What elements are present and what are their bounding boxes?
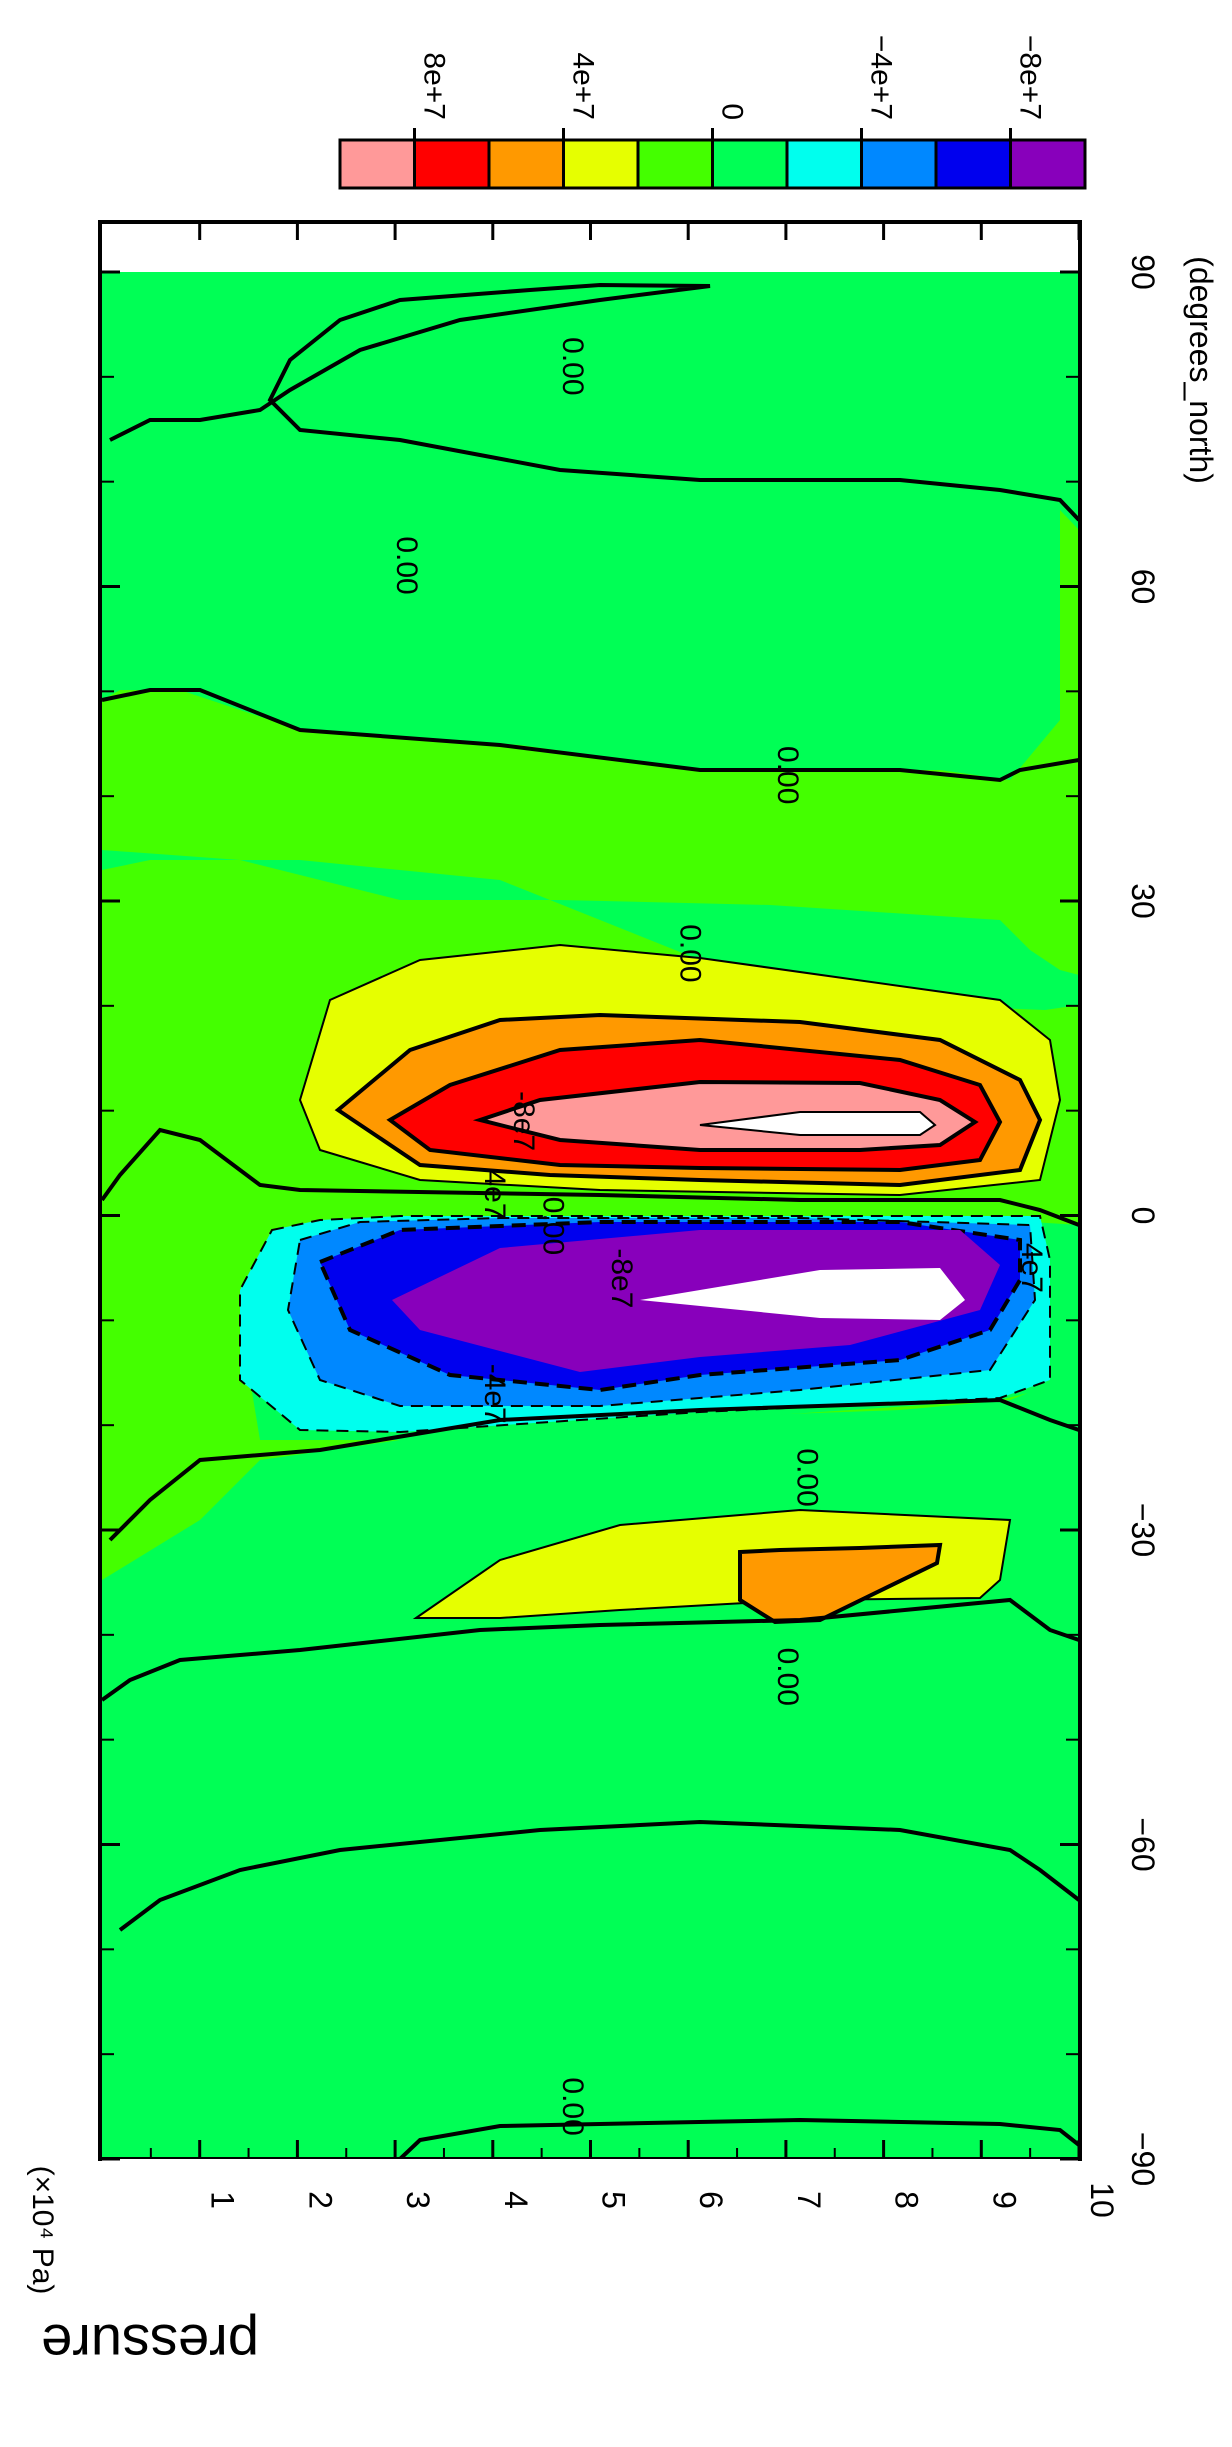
colorbar-label: 8e+7 xyxy=(418,52,451,120)
x-tick-label: 3 xyxy=(400,2191,436,2209)
x-tick-label: 6 xyxy=(693,2191,729,2209)
colorbar-swatch xyxy=(562,138,640,190)
colorbar-swatch xyxy=(711,138,789,190)
x-tick-label: 2 xyxy=(302,2191,338,2209)
colorbar-swatch xyxy=(785,138,863,190)
y-tick-label: 0 xyxy=(1125,1207,1161,1225)
x-axis-title: pressure xyxy=(41,2313,259,2376)
zero-line-south2 xyxy=(100,1597,1080,1702)
contour-label: 4e7 xyxy=(478,1170,511,1220)
colorbar-swatch xyxy=(934,138,1012,190)
zero-line-south3 xyxy=(118,1819,1081,1932)
cell-south-core xyxy=(640,1268,965,1320)
y-tick-label: −60 xyxy=(1125,1817,1161,1871)
colorbar-label: 0 xyxy=(716,103,749,120)
colorbar xyxy=(338,138,1087,190)
x-tick-label: 10 xyxy=(1084,2182,1120,2218)
contour-label: 0.00 xyxy=(536,1197,569,1255)
zero-contour-lines xyxy=(100,282,1081,2161)
y-tick-label: 60 xyxy=(1125,569,1161,605)
south-subtropic-cell xyxy=(412,1508,1012,1625)
colorbar-label: −8e+7 xyxy=(1014,35,1047,120)
south-subtropic-orange xyxy=(738,1542,943,1625)
x-tick-label: 9 xyxy=(986,2191,1022,2209)
latitude-axis-ticks: −90 −60 −30 0 30 60 90 xyxy=(102,254,1161,2186)
colorbar-swatch xyxy=(1009,138,1087,190)
contour-label: -8e7 xyxy=(507,1091,540,1151)
x-axis-unit: (×10⁴ Pa) xyxy=(26,2166,59,2295)
contour-label: 0.00 xyxy=(771,746,804,804)
zero-line-southpole xyxy=(398,2117,1081,2161)
y-axis-title: (degrees_north) xyxy=(1183,256,1219,484)
zero-line-north xyxy=(109,282,1081,522)
colorbar-label: 4e+7 xyxy=(567,52,600,120)
colorbar-swatch xyxy=(338,138,416,190)
colorbar-label: −4e+7 xyxy=(865,35,898,120)
colorbar-swatch xyxy=(413,138,491,190)
region-southhemi-negzero xyxy=(102,1640,1079,2159)
y-tick-label: −90 xyxy=(1125,2132,1161,2186)
zero-line-south1 xyxy=(108,1397,1080,1542)
contour-label: -8e7 xyxy=(605,1248,638,1308)
contour-label: -4e7 xyxy=(478,1364,511,1424)
region-midnorth-negzero xyxy=(102,850,1079,1010)
contour-label: 0.00 xyxy=(673,924,706,982)
contour-labels: 0.00 0.00 0.00 0.00 -8e7 4e7 0.00 -8e7 4e7 -4e7 0.… xyxy=(390,337,1048,2136)
region-north-negzero xyxy=(102,272,1079,780)
x-tick-label: 4 xyxy=(498,2191,534,2209)
x-tick-label: 5 xyxy=(596,2191,632,2209)
contour-label: 0.00 xyxy=(556,337,589,395)
y-tick-label: 30 xyxy=(1125,883,1161,919)
southern-cell xyxy=(239,1215,1051,1434)
contour-label: 4e7 xyxy=(1015,1243,1048,1293)
colorbar-swatch xyxy=(636,138,714,190)
cell-north-core xyxy=(699,1111,937,1136)
x-tick-label: 7 xyxy=(791,2191,827,2209)
northern-cell xyxy=(298,943,1062,1197)
colorbar-labels: 8e+7 4e+7 0 −4e+7 −8e+7 xyxy=(413,35,1047,140)
contour-label: 0.00 xyxy=(791,1448,824,1506)
contour-label: 0.00 xyxy=(390,536,423,594)
colorbar-swatch xyxy=(487,138,565,190)
contour-label: 0.00 xyxy=(771,1648,804,1706)
contour-label: 0.00 xyxy=(556,2077,589,2135)
x-tick-label: 8 xyxy=(889,2191,925,2209)
zero-line-eq xyxy=(100,1127,1080,1227)
x-tick-label: 1 xyxy=(205,2191,241,2209)
y-tick-label: −30 xyxy=(1125,1503,1161,1557)
pressure-axis-ticks: 1 2 3 4 5 6 7 8 9 10 xyxy=(149,222,1120,2218)
y-tick-label: 90 xyxy=(1125,254,1161,290)
zero-line-northeq xyxy=(101,688,1080,783)
colorbar-swatch xyxy=(860,138,938,190)
